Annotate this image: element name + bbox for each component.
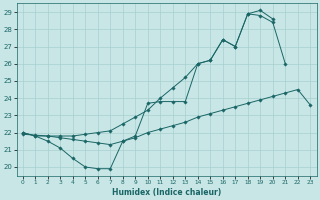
X-axis label: Humidex (Indice chaleur): Humidex (Indice chaleur) [112,188,221,197]
